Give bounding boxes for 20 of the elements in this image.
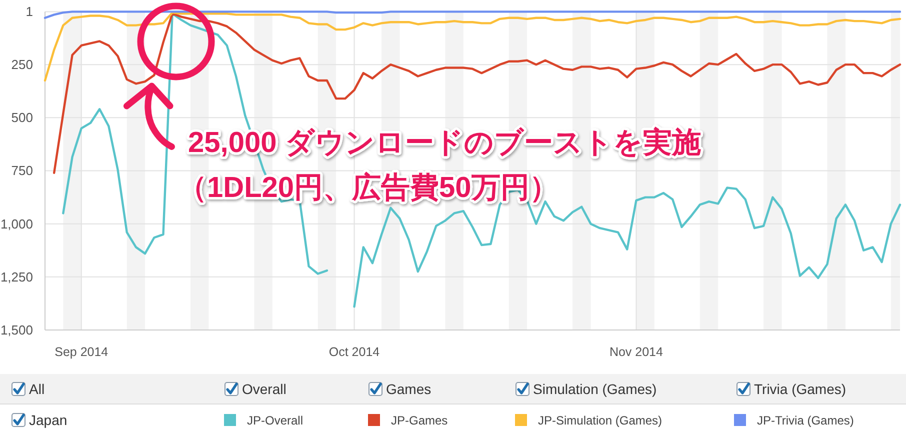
y-tick-label: 1 — [26, 4, 33, 20]
filter-label: Games — [386, 381, 432, 397]
y-tick-label: 250 — [11, 57, 33, 72]
y-tick-label: 1,500 — [0, 322, 33, 338]
y-tick-label: 1,000 — [0, 216, 33, 232]
filter-label: Overall — [242, 381, 286, 397]
filter-label: Trivia (Games) — [754, 381, 846, 397]
y-tick-label: 750 — [11, 163, 33, 178]
legend-label: JP-Overall — [247, 414, 304, 428]
x-tick-label: Oct 2014 — [328, 345, 380, 359]
legend-label: JP-Games — [391, 414, 448, 428]
filter-label: Simulation (Games) — [533, 381, 657, 397]
legend-label: JP-Simulation (Games) — [538, 414, 662, 428]
y-tick-label: 1,250 — [0, 269, 33, 284]
y-tick-label: 500 — [11, 110, 33, 126]
x-tick-label: Nov 2014 — [609, 345, 663, 359]
legend-title: Japan — [29, 412, 68, 428]
filter-label: All — [29, 381, 45, 397]
legend-label: JP-Trivia (Games) — [757, 414, 854, 428]
x-tick-label: Sep 2014 — [54, 345, 108, 359]
